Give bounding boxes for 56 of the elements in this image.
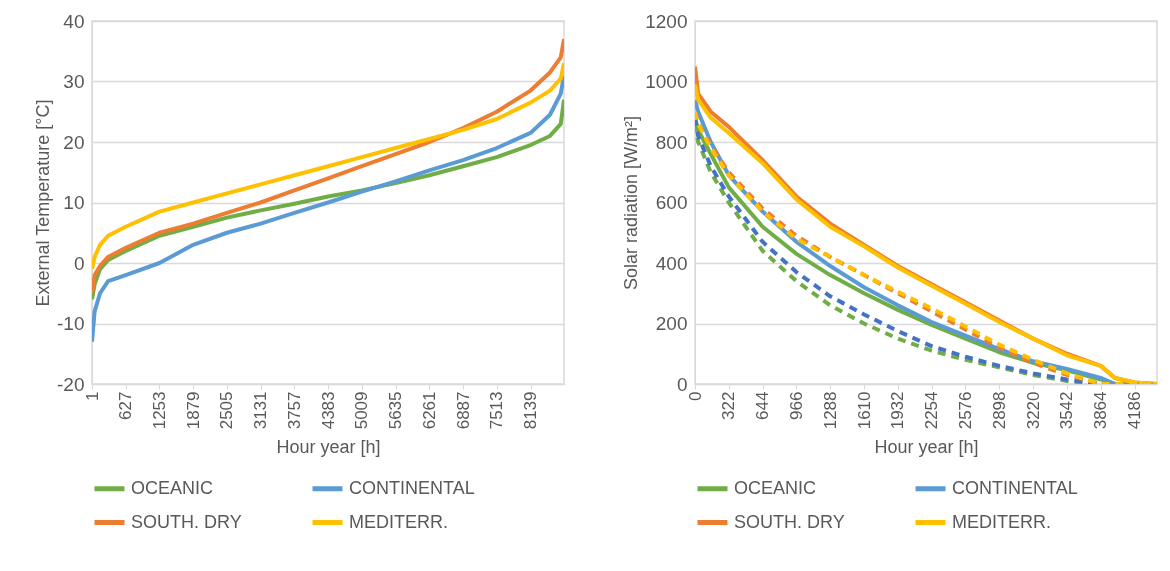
y-axis-title: Solar radiation [W/m²] [621, 115, 642, 291]
x-tick-label: 3131 [251, 391, 271, 430]
x-tick-label: 0 [685, 391, 705, 401]
x-tick-label: 966 [786, 391, 806, 420]
y-tick-label: 20 [63, 131, 85, 153]
x-tick-label: 2505 [217, 391, 237, 430]
legend-label: SOUTH. DRY [734, 511, 845, 532]
x-tick-label: 1253 [149, 391, 169, 430]
x-tick-label: 644 [753, 391, 773, 420]
x-tick-label: 3864 [1091, 391, 1111, 430]
x-tick-label: 5009 [352, 391, 372, 430]
y-tick-label: 400 [655, 252, 688, 274]
x-axis-title: Hour year [h] [276, 437, 381, 458]
y-tick-label: -20 [57, 373, 85, 395]
x-tick-label: 3757 [284, 391, 304, 430]
x-tick-label: 4186 [1125, 391, 1145, 430]
legend-label: MEDITERR. [349, 511, 448, 532]
x-tick-label: 4383 [318, 391, 338, 430]
x-tick-label: 6887 [453, 391, 473, 430]
x-tick-label: 6261 [419, 391, 439, 430]
x-tick-label: 8139 [521, 391, 541, 430]
y-tick-label: 800 [655, 131, 688, 153]
line-series [92, 61, 564, 272]
x-tick-label: 322 [719, 391, 739, 420]
y-tick-label: -10 [57, 313, 85, 334]
y-tick-label: 1000 [645, 71, 688, 92]
legend-label: OCEANIC [734, 477, 817, 498]
x-axis-title: Hour year [h] [874, 437, 979, 458]
x-tick-label: 3542 [1057, 391, 1077, 430]
x-tick-label: 2898 [989, 391, 1009, 430]
x-tick-label: 5635 [386, 391, 406, 430]
y-tick-label: 600 [655, 192, 688, 213]
x-tick-label: 1610 [854, 391, 874, 430]
x-tick-label: 1 [82, 391, 102, 401]
legend-label: CONTINENTAL [349, 477, 475, 498]
x-tick-label: 1932 [888, 391, 908, 430]
y-tick-label: 200 [655, 313, 688, 334]
x-tick-label: 3220 [1023, 391, 1043, 430]
y-tick-label: 30 [63, 71, 85, 92]
x-tick-label: 1879 [183, 391, 203, 430]
legend-label: SOUTH. DRY [131, 511, 242, 532]
x-tick-label: 1288 [820, 391, 840, 430]
x-tick-label: 2254 [922, 391, 942, 430]
x-tick-label: 627 [116, 391, 136, 420]
x-tick-label: 7513 [487, 391, 507, 430]
line-series [92, 73, 564, 344]
x-tick-label: 2576 [955, 391, 975, 430]
line-series [92, 37, 564, 296]
y-tick-label: 0 [73, 252, 85, 274]
legend-label: MEDITERR. [952, 511, 1051, 532]
legend-label: CONTINENTAL [952, 477, 1078, 498]
y-tick-label: 40 [63, 10, 85, 32]
y-tick-label: 10 [63, 192, 85, 213]
y-axis-title: External Temperature [°C] [33, 99, 54, 307]
y-tick-label: 1200 [645, 10, 688, 32]
legend-label: OCEANIC [131, 477, 214, 498]
